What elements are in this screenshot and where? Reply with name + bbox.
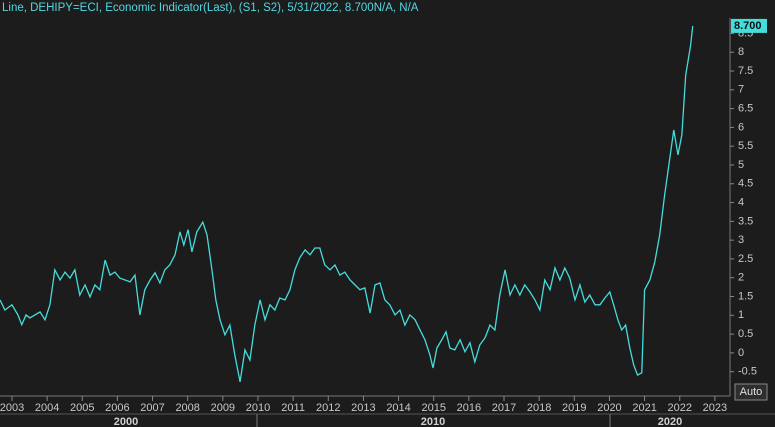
- y-tick-label: 4.5: [738, 178, 753, 190]
- y-tick-label: 6.5: [738, 102, 753, 114]
- x-tick-label: 2006: [105, 402, 129, 414]
- auto-button-frame[interactable]: [734, 383, 768, 401]
- chart-title: Line, DEHIPY=ECI, Economic Indicator(Las…: [2, 2, 419, 14]
- series-line: [0, 25, 694, 382]
- x-tick-label: 2015: [421, 402, 445, 414]
- y-tick-label: 0.5: [738, 328, 753, 340]
- y-tick-label: 0: [738, 347, 744, 359]
- x-tick-label: 2013: [351, 402, 375, 414]
- x-tick-label: 2009: [211, 402, 235, 414]
- y-tick-label: 3: [738, 234, 744, 246]
- x-tick-label: 2016: [457, 402, 481, 414]
- x-tick-label: 2005: [70, 402, 94, 414]
- y-tick-label: 1: [738, 309, 744, 321]
- y-tick-label: 3.5: [738, 215, 753, 227]
- x-tick-label: 2022: [667, 402, 691, 414]
- y-tick-label: 4: [738, 196, 744, 208]
- x-tick-label: 2003: [0, 402, 24, 414]
- auto-button-label[interactable]: Auto: [740, 386, 763, 398]
- x-tick-label: 2014: [386, 402, 410, 414]
- decade-label: 2010: [421, 416, 445, 427]
- y-tick-label: 7.5: [738, 65, 753, 77]
- y-tick-label: 5.5: [738, 140, 753, 152]
- x-tick-label: 2008: [175, 402, 199, 414]
- x-tick-label: 2019: [562, 402, 586, 414]
- x-tick-label: 2018: [527, 402, 551, 414]
- last-value-tag: 8.700: [731, 18, 767, 33]
- last-value-box: [731, 18, 767, 33]
- x-tick-label: 2012: [316, 402, 340, 414]
- y-tick-label: 2: [738, 272, 744, 284]
- y-tick-label: 7: [738, 84, 744, 96]
- y-tick-label: -0.5: [738, 366, 757, 378]
- decade-label: 2000: [114, 416, 138, 427]
- y-tick-label: 2.5: [738, 253, 753, 265]
- x-tick-label: 2017: [492, 402, 516, 414]
- last-value-label: 8.700: [734, 20, 762, 32]
- decade-label: 2020: [658, 416, 682, 427]
- x-tick-label: 2023: [703, 402, 727, 414]
- x-tick-label: 2021: [632, 402, 656, 414]
- x-tick-label: 2010: [246, 402, 270, 414]
- auto-button[interactable]: Auto: [734, 383, 768, 401]
- x-tick-label: 2004: [35, 402, 59, 414]
- y-tick-label: 6: [738, 121, 744, 133]
- x-tick-label: 2007: [140, 402, 164, 414]
- y-tick-label: 8: [738, 46, 744, 58]
- y-tick-label: 1.5: [738, 290, 753, 302]
- x-tick-label: 2011: [281, 402, 305, 414]
- x-tick-label: 2020: [597, 402, 621, 414]
- y-tick-label: 5: [738, 159, 744, 171]
